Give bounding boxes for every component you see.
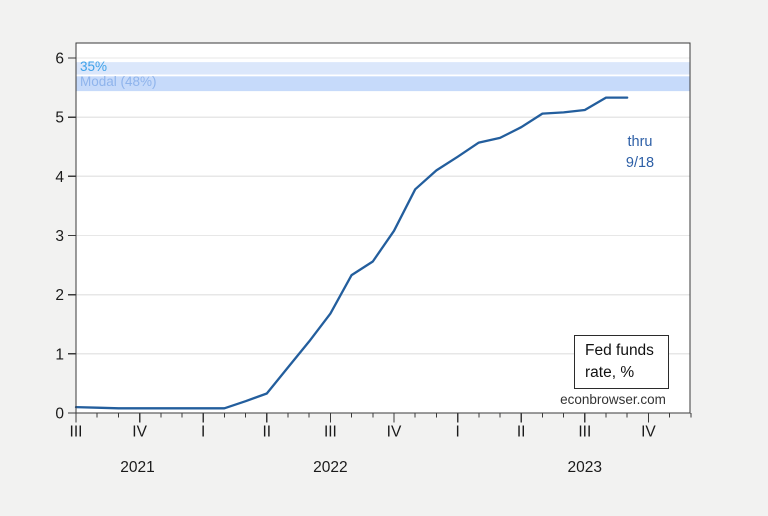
svg-text:2021: 2021 — [120, 459, 154, 476]
svg-text:IV: IV — [132, 424, 147, 441]
annotation-line-2: 9/18 — [625, 155, 655, 171]
svg-text:4: 4 — [55, 169, 64, 186]
svg-text:II: II — [517, 424, 526, 441]
band-label-modal: Modal (48%) — [80, 74, 157, 89]
legend-line-1: Fed funds — [585, 342, 654, 359]
svg-text:I: I — [201, 424, 205, 441]
svg-text:II: II — [262, 424, 271, 441]
svg-text:3: 3 — [55, 228, 64, 245]
svg-text:6: 6 — [55, 50, 64, 67]
svg-text:2: 2 — [55, 287, 64, 304]
svg-text:0: 0 — [55, 406, 64, 423]
svg-text:2022: 2022 — [313, 459, 347, 476]
svg-text:III: III — [70, 424, 83, 441]
svg-text:IV: IV — [641, 424, 656, 441]
legend-line-2: rate, % — [585, 364, 635, 381]
thru-date-annotation: thru 9/18 — [608, 132, 672, 174]
svg-text:2023: 2023 — [568, 459, 602, 476]
band-label-35pct: 35% — [80, 59, 108, 74]
legend-box: Fed funds rate, % — [574, 335, 669, 389]
svg-text:I: I — [455, 424, 459, 441]
svg-text:III: III — [324, 424, 337, 441]
svg-text:III: III — [578, 424, 591, 441]
svg-text:1: 1 — [55, 346, 64, 363]
source-watermark: econbrowser.com — [560, 392, 666, 407]
svg-text:IV: IV — [387, 424, 402, 441]
annotation-line-1: thru — [627, 134, 653, 150]
svg-text:5: 5 — [55, 110, 64, 127]
